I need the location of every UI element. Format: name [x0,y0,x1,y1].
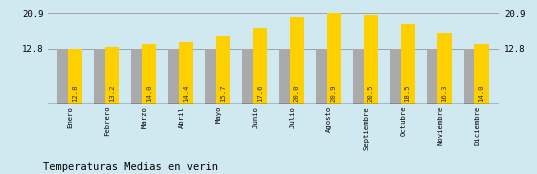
Bar [216,36,230,104]
Text: 12.8: 12.8 [72,85,78,102]
Bar [464,49,475,104]
Text: 14.4: 14.4 [183,85,188,102]
Text: 20.9: 20.9 [331,85,337,102]
Bar [68,49,82,104]
Bar [279,49,289,104]
Bar [438,33,452,104]
Bar [179,42,193,104]
Bar [132,49,142,104]
Text: 15.7: 15.7 [220,85,226,102]
Text: 20.0: 20.0 [294,85,300,102]
Bar [242,49,252,104]
Text: 16.3: 16.3 [441,85,447,102]
Bar [289,17,303,104]
Bar [427,49,438,104]
Bar [95,49,105,104]
Bar [252,28,267,104]
Text: 20.5: 20.5 [367,85,374,102]
Bar [205,49,216,104]
Bar [105,47,119,104]
Bar [316,49,326,104]
Bar [401,24,415,104]
Text: 13.2: 13.2 [108,85,115,102]
Bar [364,15,378,104]
Text: 14.0: 14.0 [146,85,152,102]
Bar [326,14,340,104]
Bar [475,44,489,104]
Text: Temperaturas Medias en verin: Temperaturas Medias en verin [43,162,218,172]
Text: 14.0: 14.0 [478,85,484,102]
Bar [142,44,156,104]
Text: 17.6: 17.6 [257,85,263,102]
Text: 18.5: 18.5 [404,85,410,102]
Bar [57,49,68,104]
Bar [353,49,364,104]
Bar [390,49,401,104]
Bar [168,49,179,104]
